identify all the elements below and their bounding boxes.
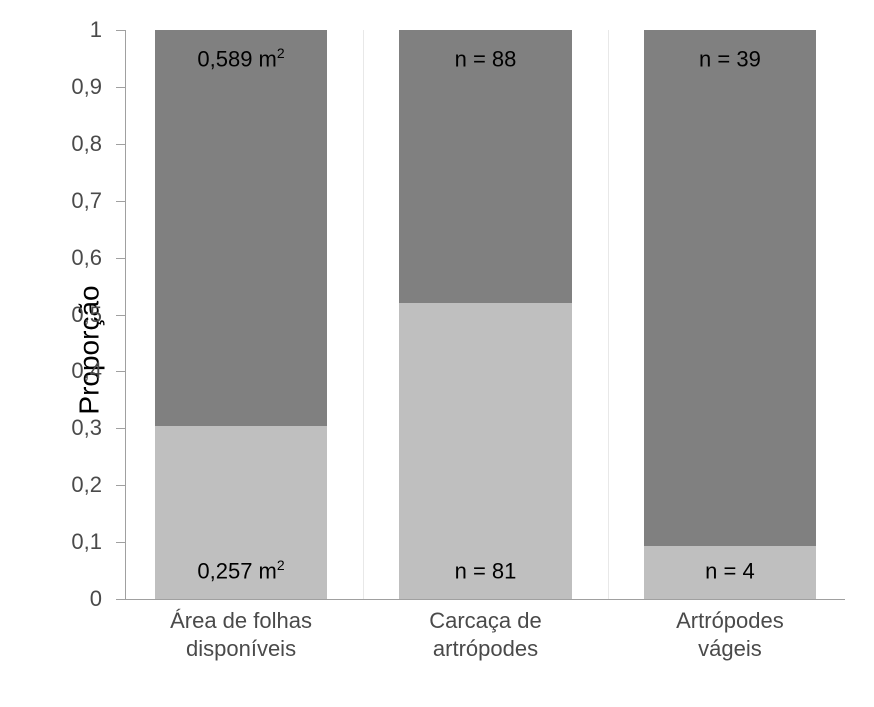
- y-tick: 0,7: [116, 201, 126, 202]
- y-tick: 0,6: [116, 258, 126, 259]
- y-tick: 0,8: [116, 144, 126, 145]
- y-tick: 0: [116, 599, 126, 600]
- y-tick: 0,9: [116, 87, 126, 88]
- bar-segment-upper: [155, 30, 328, 426]
- bar-lower-label: n = 4: [644, 557, 817, 584]
- y-tick: 0,3: [116, 428, 126, 429]
- y-tick-label: 0,2: [71, 472, 116, 498]
- bar-upper-label: n = 88: [399, 45, 572, 72]
- bar-group: n = 39 n = 4: [644, 30, 817, 599]
- y-tick: 1: [116, 30, 126, 31]
- y-tick-label: 0,5: [71, 302, 116, 328]
- y-tick-label: 0,4: [71, 358, 116, 384]
- plot-area: 0 0,1 0,2 0,3 0,4 0,5 0,6 0,7 0,8 0,9 1 …: [125, 30, 845, 600]
- x-tick-label: Artrópodes vágeis: [615, 599, 845, 662]
- bar-upper-label: n = 39: [644, 45, 817, 72]
- bar-lower-label: n = 81: [399, 557, 572, 584]
- bar-lower-label: 0,257 m2: [155, 557, 328, 584]
- y-tick: 0,5: [116, 315, 126, 316]
- bar-upper-label: 0,589 m2: [155, 45, 328, 72]
- y-tick: 0,4: [116, 371, 126, 372]
- y-tick: 0,1: [116, 542, 126, 543]
- y-tick-label: 0,6: [71, 245, 116, 271]
- y-tick-label: 0,1: [71, 529, 116, 555]
- y-tick-label: 0: [90, 586, 116, 612]
- y-tick-label: 1: [90, 17, 116, 43]
- x-tick-label: Área de folhas disponíveis: [126, 599, 356, 662]
- group-divider: [608, 30, 609, 599]
- y-tick-label: 0,9: [71, 74, 116, 100]
- group-divider: [363, 30, 364, 599]
- y-tick-label: 0,8: [71, 131, 116, 157]
- bar-group: 0,589 m2 0,257 m2: [155, 30, 328, 599]
- y-tick: 0,2: [116, 485, 126, 486]
- bar-segment-lower: [399, 303, 572, 599]
- bar-segment-upper: [644, 30, 817, 546]
- y-tick-label: 0,7: [71, 188, 116, 214]
- x-tick-label: Carcaça de artrópodes: [370, 599, 600, 662]
- chart-container: Proporção 0 0,1 0,2 0,3 0,4 0,5 0,6 0,7 …: [60, 20, 860, 680]
- y-tick-label: 0,3: [71, 415, 116, 441]
- bar-group: n = 88 n = 81: [399, 30, 572, 599]
